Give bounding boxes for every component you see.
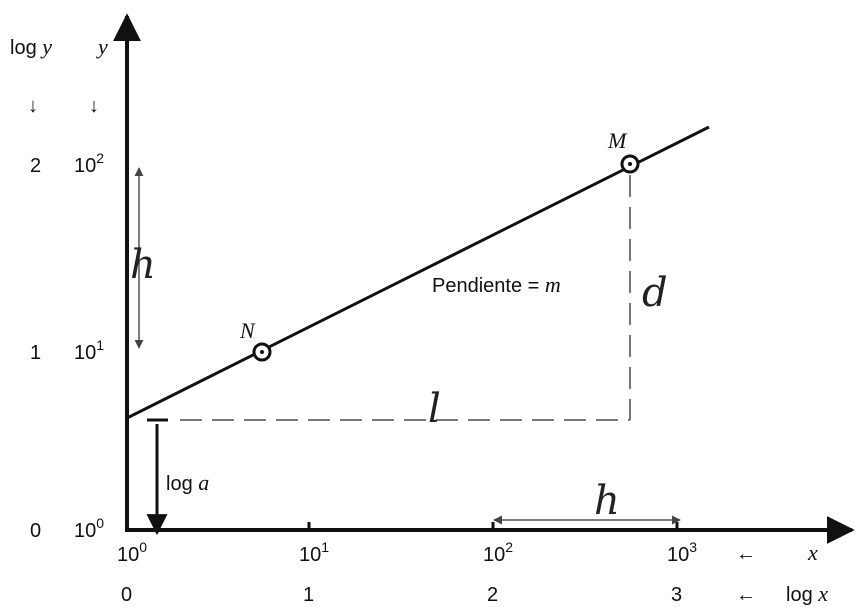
intercept-label: log a bbox=[166, 470, 209, 495]
x-tick-power-1: 101 bbox=[299, 539, 329, 566]
x-tick-power-0: 100 bbox=[117, 539, 147, 566]
y-header-y: y bbox=[96, 34, 108, 59]
point-N-label: N bbox=[239, 318, 256, 343]
y-tick-log-0: 0 bbox=[30, 520, 41, 542]
y-header-arrow-left: ↓ bbox=[28, 95, 38, 117]
y-tick-power-0: 100 bbox=[74, 515, 104, 542]
regression-line bbox=[126, 125, 710, 420]
x-label-log-x: log x bbox=[786, 581, 828, 606]
x-tick-log-1: 1 bbox=[303, 584, 314, 606]
x-tick-power-2: 102 bbox=[483, 539, 513, 566]
y-header-arrow-right: ↓ bbox=[89, 95, 99, 117]
point-N bbox=[252, 342, 272, 362]
y-header-log-y: log y bbox=[10, 34, 52, 59]
x-label-arrow-top: ← bbox=[736, 543, 756, 565]
x-tick-log-3: 3 bbox=[671, 584, 682, 606]
point-M bbox=[620, 154, 640, 174]
y-tick-labels: 0 100 1 101 2 102 bbox=[30, 150, 104, 542]
y-tick-log-2: 2 bbox=[30, 155, 41, 177]
y-tick-power-2: 102 bbox=[74, 150, 104, 177]
slope-label: Pendiente = m bbox=[432, 272, 561, 297]
x-label-x: x bbox=[807, 540, 818, 565]
x-tick-log-2: 2 bbox=[487, 584, 498, 606]
x-tick-labels: 100 0 101 1 102 2 103 3 bbox=[117, 539, 697, 606]
handwritten-l: l bbox=[428, 386, 441, 432]
x-tick-power-3: 103 bbox=[667, 539, 697, 566]
handwritten-d: d bbox=[642, 270, 668, 316]
x-tick-log-0: 0 bbox=[121, 584, 132, 606]
y-tick-log-1: 1 bbox=[30, 342, 41, 364]
x-label-arrow-bottom: ← bbox=[736, 584, 756, 606]
handwritten-h-bottom: h bbox=[594, 478, 620, 524]
y-tick-power-1: 101 bbox=[74, 337, 104, 364]
point-M-label: M bbox=[607, 128, 628, 153]
handwritten-h-left: h bbox=[130, 242, 156, 288]
